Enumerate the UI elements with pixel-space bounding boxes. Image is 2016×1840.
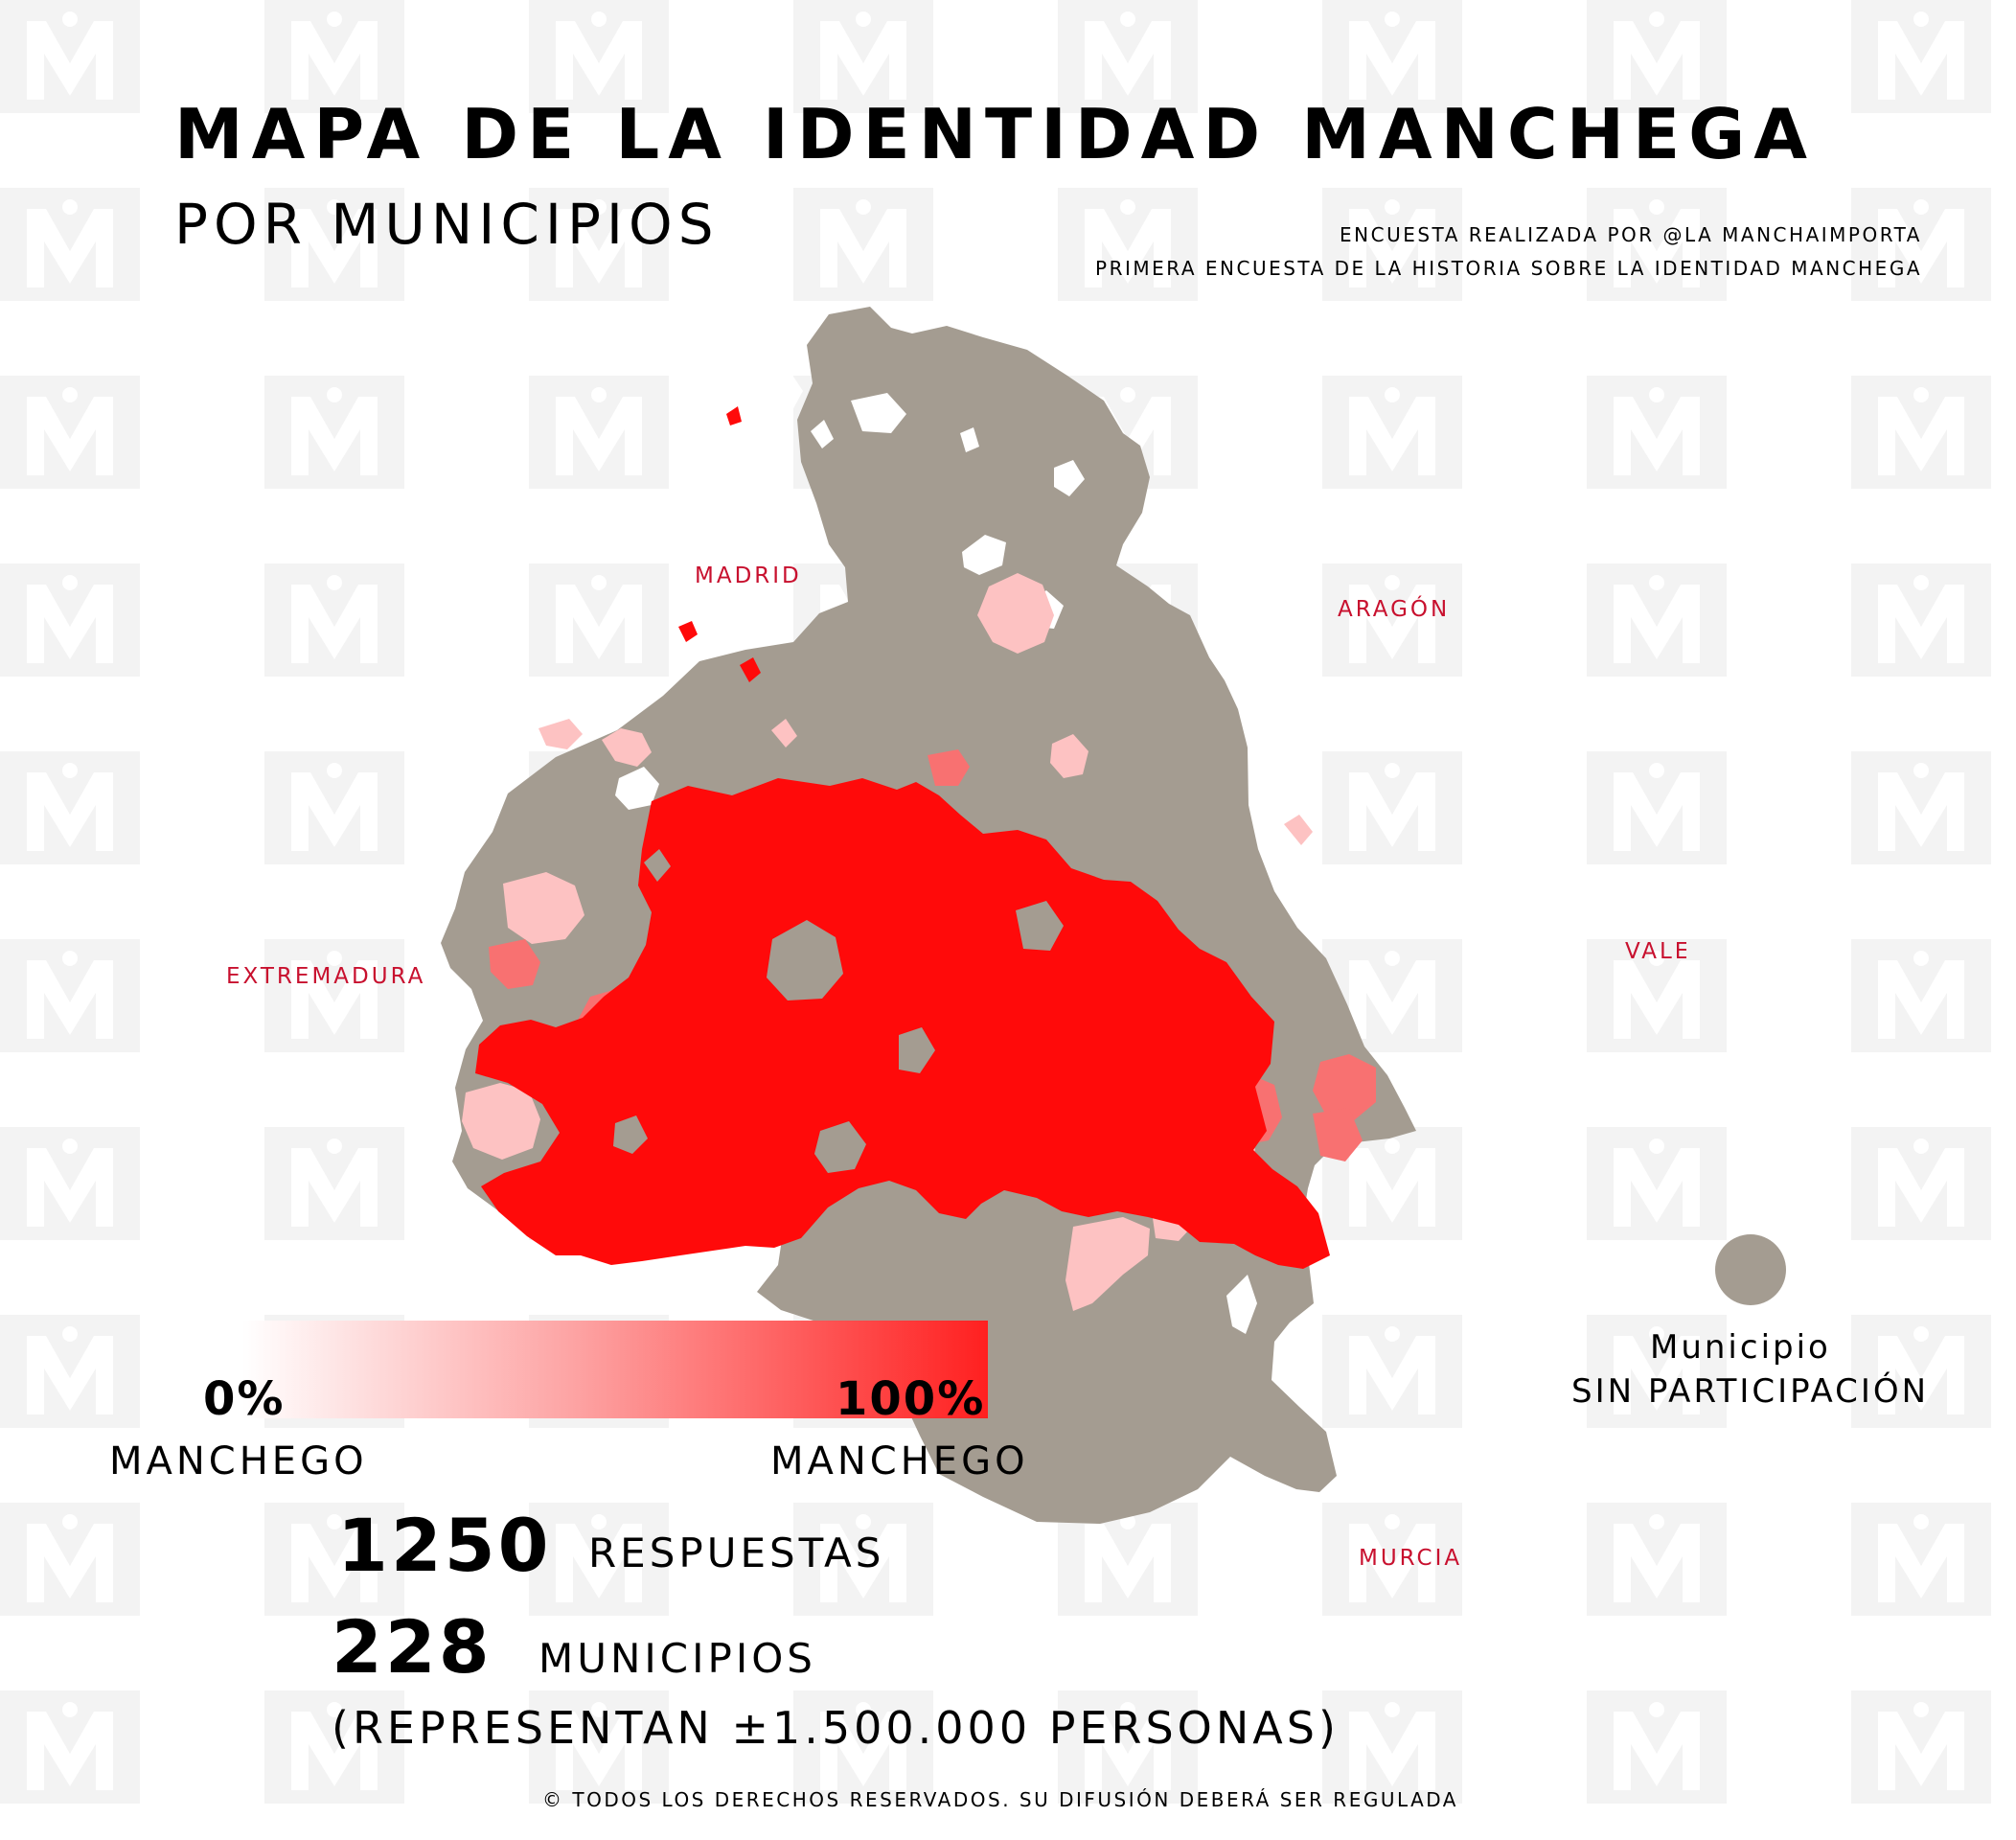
- responses-count: 1250: [337, 1503, 552, 1588]
- survey-credit: ENCUESTA REALIZADA POR @LA MANCHAIMPORTA: [1340, 223, 1922, 246]
- region-label-valencia: VALENCIA: [1625, 939, 1686, 964]
- legend-max-label: MANCHEGO: [770, 1439, 1029, 1484]
- legend-gradient-bar: [242, 1321, 988, 1418]
- map-title: MAPA DE LA IDENTIDAD MANCHEGA: [174, 94, 1816, 174]
- population-note: (REPRESENTAN ±1.500.000 PERSONAS): [332, 1702, 1340, 1754]
- municipalities-count: 228: [332, 1604, 493, 1690]
- regions-full-manchego: [475, 406, 1330, 1269]
- no-participation-swatch: [1715, 1234, 1786, 1305]
- survey-note: PRIMERA ENCUESTA DE LA HISTORIA SOBRE LA…: [1095, 257, 1922, 280]
- choropleth-map: MADRID ARAGÓN VALENCIA MURCIA: [441, 307, 1686, 1571]
- map-subtitle: POR MUNICIPIOS: [174, 192, 720, 257]
- region-label-extremadura-text: EXTREMADURA: [226, 964, 426, 989]
- region-label-aragon: ARAGÓN: [1338, 595, 1450, 622]
- region-label-madrid: MADRID: [695, 564, 802, 588]
- region-label-murcia: MURCIA: [1359, 1546, 1462, 1571]
- no-participation-label-1: Municipio: [1650, 1328, 1831, 1367]
- legend-min-label: MANCHEGO: [109, 1439, 368, 1484]
- rights-footer: © TODOS LOS DERECHOS RESERVADOS. SU DIFU…: [542, 1788, 1458, 1811]
- municipalities-label: MUNICIPIOS: [538, 1635, 816, 1682]
- responses-label: RESPUESTAS: [588, 1530, 885, 1576]
- legend-max-value: 100%: [836, 1372, 986, 1426]
- no-participation-label-2: SIN PARTICIPACIÓN: [1571, 1372, 1930, 1411]
- inner-gaps: [613, 849, 1064, 1173]
- legend-min-value: 0%: [203, 1372, 286, 1426]
